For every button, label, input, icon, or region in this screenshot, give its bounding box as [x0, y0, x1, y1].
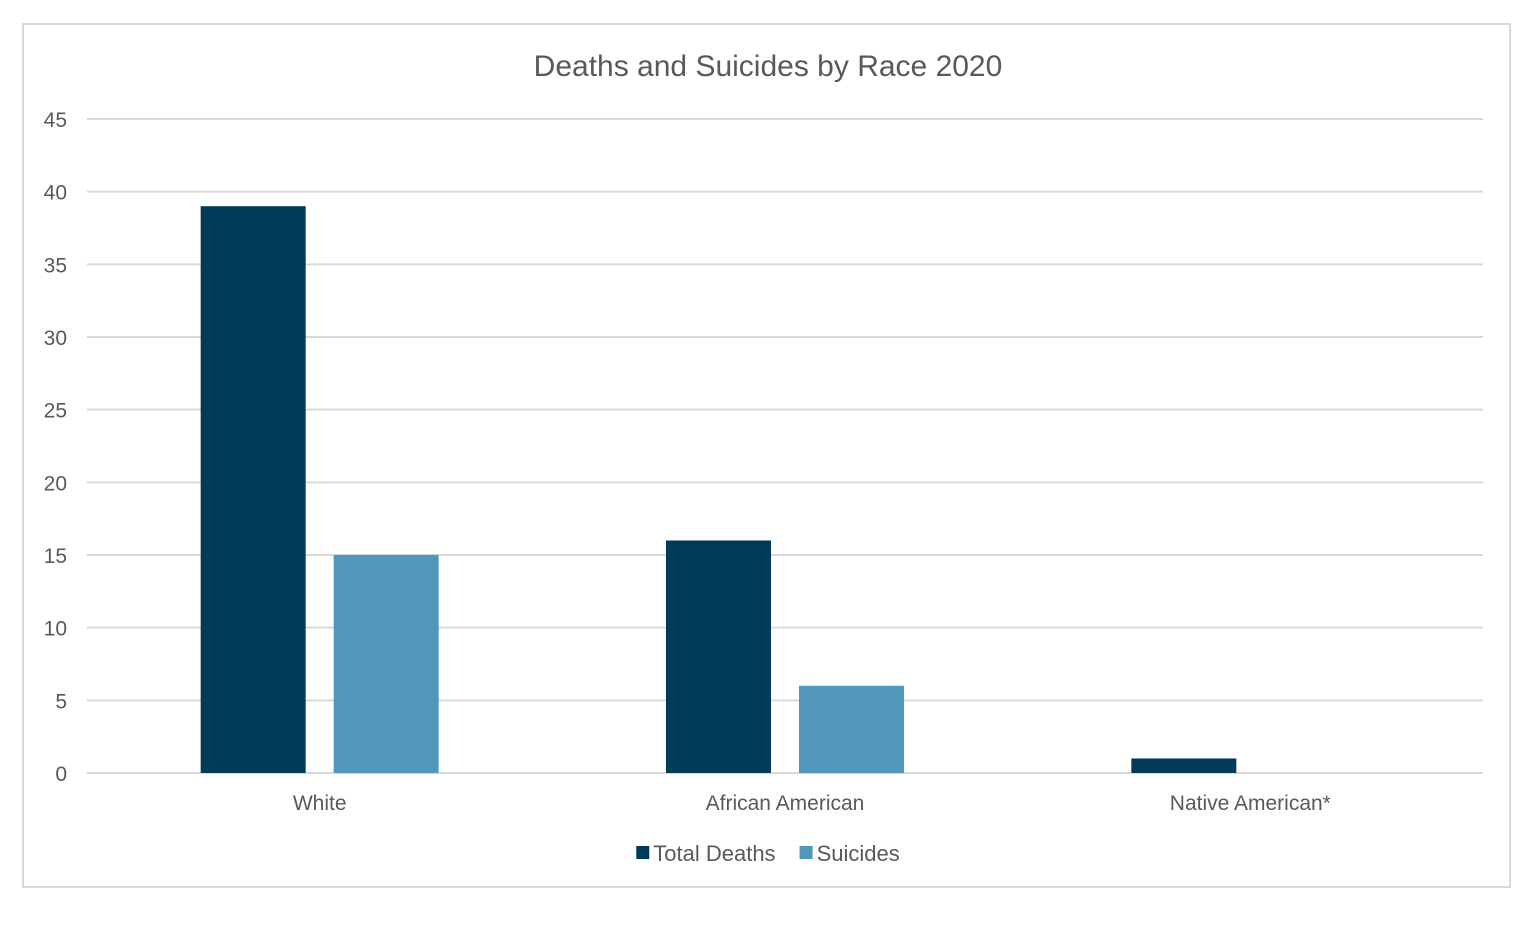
y-tick-label: 10 — [44, 618, 67, 641]
y-tick-label: 15 — [44, 545, 67, 568]
y-tick-label: 20 — [44, 472, 67, 495]
legend-swatch — [799, 846, 813, 859]
y-tick-label: 25 — [44, 400, 67, 423]
bar-suicides-1 — [799, 685, 904, 773]
bar-total-deaths-2 — [1131, 758, 1237, 773]
legend-item: Total Deaths — [636, 841, 776, 866]
legend-label: Total Deaths — [653, 841, 775, 866]
y-tick-label: 45 — [44, 109, 67, 132]
legend-swatch — [636, 846, 650, 859]
x-category-label: African American — [706, 792, 865, 815]
y-tick-label: 35 — [44, 254, 67, 277]
legend-item: Suicides — [799, 841, 900, 866]
gridlines — [87, 118, 1483, 774]
bars — [200, 206, 1237, 773]
chart-title: Deaths and Suicides by Race 2020 — [534, 50, 1003, 83]
y-axis-ticks: 0 5 10 15 20 25 30 35 40 45 — [44, 109, 67, 786]
legend-label: Suicides — [817, 841, 900, 866]
bar-total-deaths-0 — [200, 206, 306, 773]
x-category-label: White — [293, 792, 347, 815]
x-category-label: Native American* — [1170, 792, 1331, 815]
legend: Total Deaths Suicides — [636, 841, 900, 866]
x-axis-categories: White African American Native American* — [293, 792, 1331, 815]
bar-suicides-0 — [333, 555, 439, 773]
bar-total-deaths-1 — [666, 540, 771, 773]
y-tick-label: 30 — [44, 327, 67, 350]
y-tick-label: 40 — [44, 182, 67, 205]
y-tick-label: 0 — [55, 763, 67, 786]
y-tick-label: 5 — [55, 690, 67, 713]
